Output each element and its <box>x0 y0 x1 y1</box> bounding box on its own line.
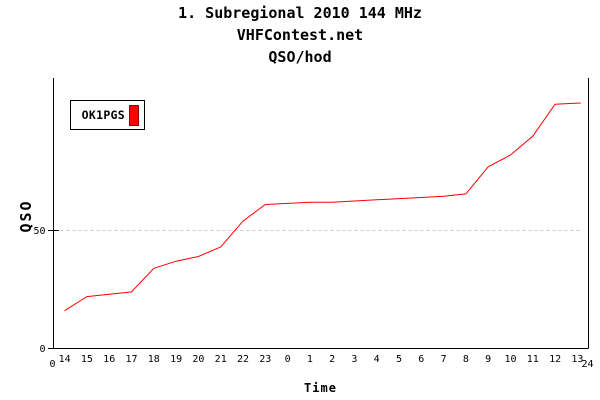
x-tick-label: 15 <box>81 354 93 365</box>
x-tick-label: 16 <box>103 354 115 365</box>
x-tick-label: 3 <box>351 354 357 365</box>
qso-series-line <box>64 102 581 312</box>
legend-color-swatch <box>129 104 139 126</box>
chart-title: 1. Subregional 2010 144 MHz <box>178 4 422 22</box>
x-tick-label: 10 <box>504 354 516 365</box>
chart-subtitle-metric: QSO/hod <box>268 48 332 66</box>
x-tick-label: 6 <box>418 354 424 365</box>
y-axis-label: QSO <box>17 199 35 233</box>
x-tick-label: 2 <box>329 354 335 365</box>
x-tick-label: 0 <box>285 354 291 365</box>
x-tick-label: 7 <box>441 354 447 365</box>
x-axis-label: Time <box>304 381 337 395</box>
chart-subtitle-site: VHFContest.net <box>236 26 364 44</box>
x-tick-label: 21 <box>215 354 227 365</box>
x-tick-label: 18 <box>148 354 160 365</box>
x-tick-label: 1 <box>307 354 313 365</box>
x-tick-label: 14 <box>59 354 71 365</box>
x-tick-label: 22 <box>237 354 249 365</box>
x-tick-label: 20 <box>192 354 204 365</box>
x-tick-label: 17 <box>125 354 137 365</box>
y-tick-label: 0 <box>39 344 45 355</box>
y-tick-label: 50 <box>33 226 45 237</box>
x-tick-label: 13 <box>571 354 583 365</box>
legend-series-label: OK1PGS <box>81 108 125 122</box>
x-tick-label: 19 <box>170 354 182 365</box>
x-tick-label: 23 <box>259 354 271 365</box>
x-axis-start-label: 0 <box>49 359 55 370</box>
x-tick-label: 5 <box>396 354 402 365</box>
x-tick-label: 9 <box>485 354 491 365</box>
x-tick-label: 8 <box>463 354 469 365</box>
x-tick-label: 4 <box>374 354 380 365</box>
x-tick-label: 11 <box>527 354 539 365</box>
x-axis-end-label: 24 <box>581 359 593 370</box>
x-tick-label: 12 <box>549 354 561 365</box>
legend-box: OK1PGS <box>70 100 145 130</box>
